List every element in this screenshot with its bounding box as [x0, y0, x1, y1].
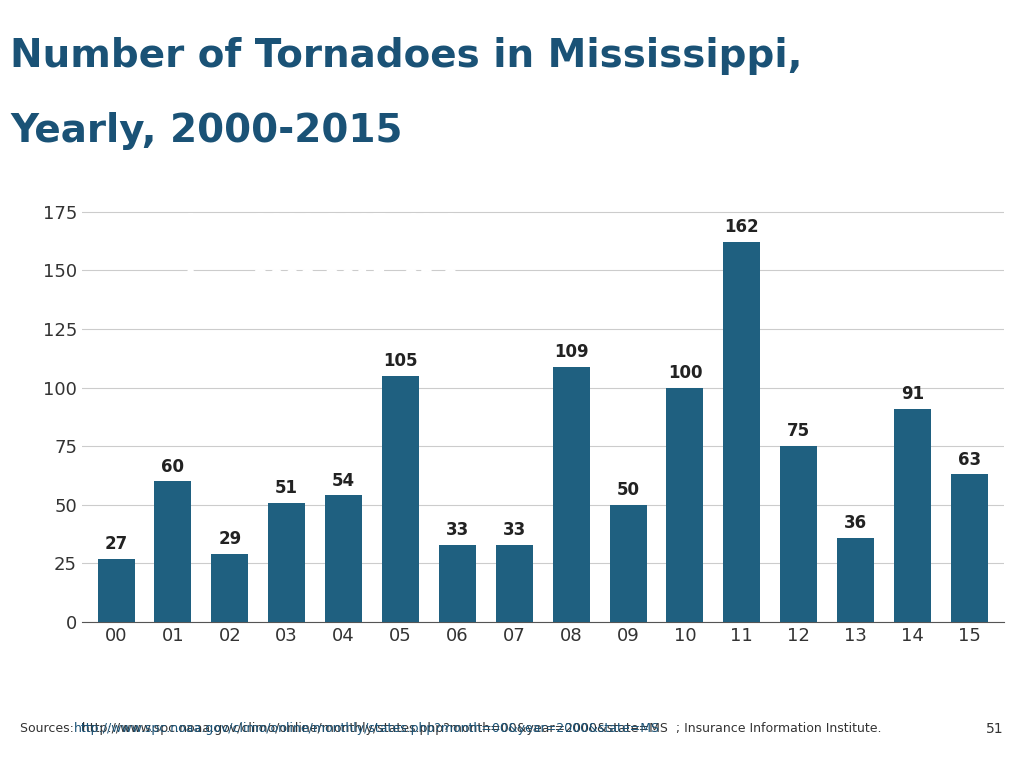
Bar	[155, 482, 191, 622]
Text: 33: 33	[503, 521, 526, 539]
Text: 162: 162	[725, 218, 759, 237]
Text: 50: 50	[616, 481, 640, 499]
Text: Yearly, 2000-2015: Yearly, 2000-2015	[10, 111, 402, 150]
Bar	[268, 502, 305, 622]
Bar	[97, 559, 134, 622]
Bar	[439, 545, 476, 622]
Text: 36: 36	[844, 514, 867, 531]
Bar	[780, 446, 817, 622]
Text: 63: 63	[957, 451, 981, 468]
Text: 60: 60	[162, 458, 184, 475]
Bar	[609, 505, 646, 622]
Text: 109: 109	[554, 343, 589, 361]
Text: http://www.spc.noaa.gov/climo/online/monthly/states.php?month=00&year=2000&state: http://www.spc.noaa.gov/climo/online/mon…	[74, 723, 659, 735]
Text: Is the number of tornadoes that strike Mississippi each year increasing?: Is the number of tornadoes that strike M…	[85, 643, 939, 663]
Text: 91: 91	[901, 385, 924, 403]
Text: Avg., 2000-2007: 49.0: Avg., 2000-2007: 49.0	[181, 213, 459, 233]
Text: 75: 75	[787, 422, 810, 440]
Text: 27: 27	[104, 535, 128, 553]
Text: 51: 51	[275, 478, 298, 497]
Bar	[382, 376, 419, 622]
Text: 105: 105	[383, 352, 418, 370]
Bar	[553, 366, 590, 622]
Text: 100: 100	[668, 364, 702, 382]
Bar	[723, 242, 760, 622]
Bar	[838, 538, 874, 622]
Text: 29: 29	[218, 530, 242, 548]
Text: 33: 33	[445, 521, 469, 539]
Text: Number of Tornadoes in Mississippi,: Number of Tornadoes in Mississippi,	[10, 37, 803, 75]
Text: Based on the last 16 years—and especially the last 8—it certainly seems so.: Based on the last 16 years—and especiall…	[65, 677, 959, 697]
Text: Sources:  http://www.spc.noaa.gov/climo/online/monthly/states.php?month=00&year=: Sources: http://www.spc.noaa.gov/climo/o…	[20, 723, 882, 735]
Bar	[894, 409, 931, 622]
Bar	[326, 495, 362, 622]
Bar	[667, 388, 703, 622]
Bar	[496, 545, 532, 622]
Text: 54: 54	[332, 472, 355, 490]
Bar	[211, 554, 249, 622]
Bar	[951, 475, 988, 622]
Text: Avg., 2008-2015: 85.8: Avg., 2008-2015: 85.8	[182, 269, 458, 289]
Text: 51: 51	[986, 722, 1004, 736]
